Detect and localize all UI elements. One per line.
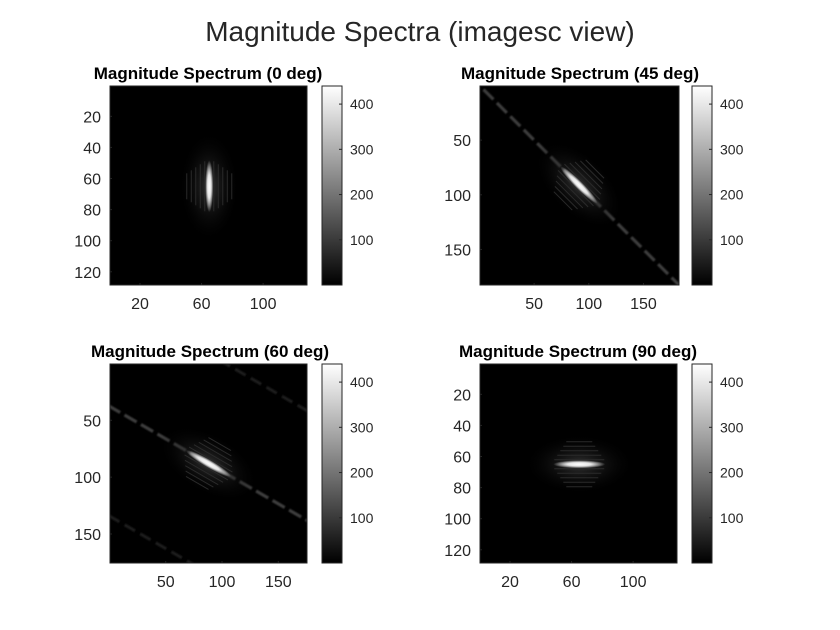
ripple-fringe — [553, 191, 573, 211]
y-tick-label: 40 — [83, 140, 101, 157]
x-tick-label: 50 — [157, 574, 175, 591]
colorbar-tick-label: 200 — [350, 465, 374, 481]
colorbar-tick-label: 300 — [350, 419, 374, 435]
y-tick-label: 50 — [83, 413, 101, 430]
y-tick-label: 60 — [83, 172, 101, 189]
ripple-fringe — [198, 441, 232, 462]
spectrum-peak — [205, 160, 214, 213]
panel-title: Magnitude Spectrum (90 deg) — [459, 342, 697, 361]
colorbar-tick-label: 100 — [720, 232, 744, 248]
panel-title: Magnitude Spectrum (45 deg) — [461, 64, 699, 83]
heatmap-image — [480, 86, 679, 285]
x-tick-label: 100 — [620, 574, 647, 591]
axes-box — [109, 85, 308, 286]
panel-title: Magnitude Spectrum (60 deg) — [91, 342, 329, 361]
x-tick-label: 60 — [563, 574, 581, 591]
y-tick-label: 100 — [444, 512, 471, 529]
heatmap-image — [110, 364, 307, 563]
ripple-fringe — [188, 446, 233, 473]
panel-title: Magnitude Spectrum (0 deg) — [94, 64, 323, 83]
colorbar-tick-label: 400 — [350, 96, 374, 112]
x-tick-label: 150 — [265, 574, 292, 591]
panel-3: Magnitude Spectrum (60 deg) 50 100 150 50 100… — [74, 342, 374, 591]
colorbar-tick-label: 200 — [350, 187, 374, 203]
colorbar-tick-label: 100 — [350, 510, 374, 526]
x-tick-label: 100 — [250, 296, 277, 313]
spectrum-streak-faint — [110, 514, 194, 563]
spectrum-peak — [553, 460, 606, 469]
x-tick-label: 50 — [525, 296, 543, 313]
x-tick-label: 150 — [630, 296, 657, 313]
y-tick-label: 60 — [453, 450, 471, 467]
colorbar-tick-label: 300 — [720, 419, 744, 435]
y-tick-label: 20 — [453, 387, 471, 404]
y-tick-label: 150 — [74, 527, 101, 544]
colorbar-tick-label: 300 — [720, 141, 744, 157]
colorbar-tick-label: 100 — [350, 232, 374, 248]
panel-2: Magnitude Spectrum (45 deg) 50 100 150 50 100… — [444, 64, 744, 313]
y-tick-label: 100 — [444, 188, 471, 205]
spectrum-streak-faint — [223, 364, 307, 413]
ripple-fringe — [184, 454, 229, 481]
y-tick-label: 80 — [453, 481, 471, 498]
ripple-fringe — [569, 162, 602, 195]
panel-1: Magnitude Spectrum (0 deg) 20 60 100 20 40 60 8… — [74, 64, 374, 313]
axes-box — [479, 363, 678, 564]
y-tick-label: 40 — [453, 418, 471, 435]
x-tick-label: 20 — [501, 574, 519, 591]
colorbar — [691, 363, 713, 564]
y-tick-label: 100 — [74, 470, 101, 487]
ripple-fringe — [555, 180, 584, 209]
ripple-fringe — [208, 437, 232, 451]
colorbar-tick-label: 100 — [720, 510, 744, 526]
ripple-fringe — [193, 444, 233, 468]
y-tick-label: 120 — [74, 265, 101, 282]
colorbar-tick-label: 200 — [720, 465, 744, 481]
ripple-fringe — [580, 160, 604, 184]
axes-box — [479, 85, 680, 286]
ripple-fringe — [556, 175, 589, 208]
colorbar — [691, 85, 713, 286]
colorbar — [321, 85, 343, 286]
heatmap-image — [480, 364, 677, 563]
ripple-fringe — [185, 476, 209, 490]
spectrum-peak — [185, 450, 232, 477]
colorbar-tick-label: 400 — [720, 96, 744, 112]
x-tick-label: 100 — [209, 574, 236, 591]
colorbar-tick-label: 400 — [350, 374, 374, 390]
spectrum-peak — [560, 166, 598, 204]
ripple-fringe — [185, 470, 214, 488]
ripple-fringe — [574, 161, 603, 190]
ripple-fringe — [564, 163, 601, 200]
y-tick-label: 80 — [83, 203, 101, 220]
colorbar-tick-label: 300 — [350, 141, 374, 157]
x-tick-label: 100 — [575, 296, 602, 313]
y-tick-label: 100 — [74, 234, 101, 251]
ripple-fringe — [185, 465, 219, 486]
ripple-fringe — [585, 159, 605, 179]
y-tick-label: 150 — [444, 242, 471, 259]
y-tick-label: 120 — [444, 543, 471, 560]
colorbar-tick-label: 400 — [720, 374, 744, 390]
x-tick-label: 60 — [193, 296, 211, 313]
y-tick-label: 20 — [83, 109, 101, 126]
y-tick-label: 50 — [453, 133, 471, 150]
ripple-fringe — [203, 439, 232, 457]
ripple-fringe — [554, 186, 578, 210]
x-tick-label: 20 — [131, 296, 149, 313]
ripple-fringe — [557, 170, 594, 207]
panel-4: Magnitude Spectrum (90 deg) 20 60 100 20 40 60… — [444, 342, 744, 591]
colorbar-tick-label: 200 — [720, 187, 744, 203]
figure-title: Magnitude Spectra (imagesc view) — [205, 16, 635, 47]
ripple-fringe — [184, 459, 224, 483]
colorbar — [321, 363, 343, 564]
axes-box — [109, 363, 308, 564]
heatmap-image — [110, 86, 307, 285]
